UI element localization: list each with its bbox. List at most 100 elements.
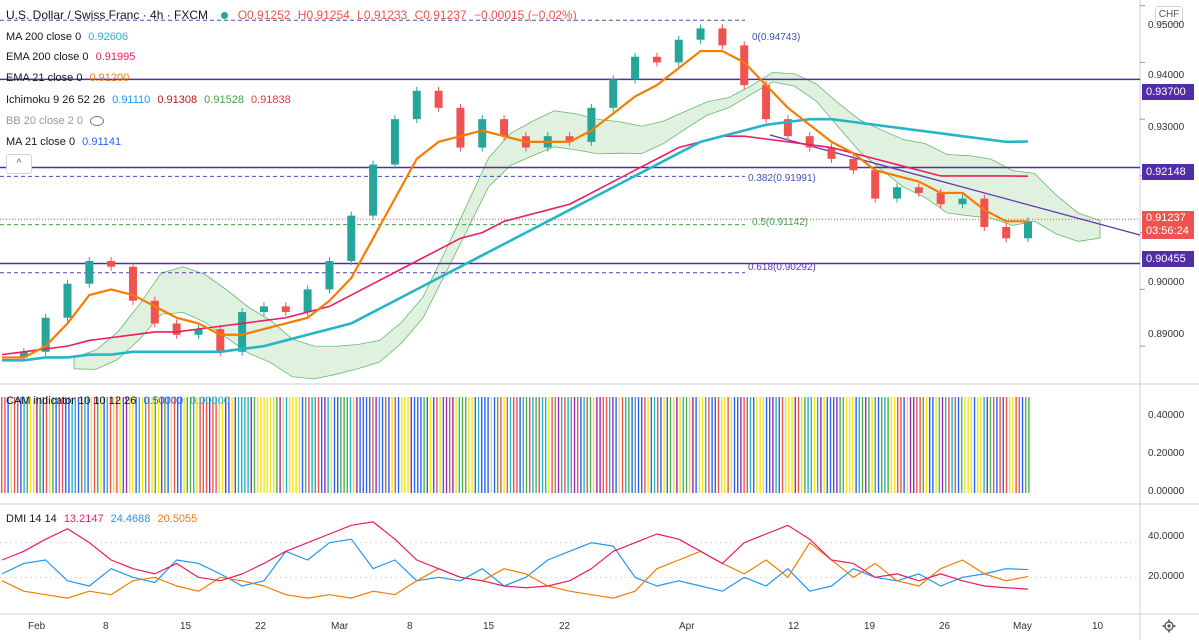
cam-bar: [324, 397, 326, 493]
cam-bar: [922, 397, 924, 493]
cam-bar: [993, 397, 995, 493]
cam-bar: [769, 397, 771, 493]
cam-bar: [804, 397, 806, 493]
cam-bar: [612, 397, 614, 493]
indicator-legend-ma21[interactable]: MA 21 close 0 0.91141: [6, 135, 125, 149]
cam-bar: [980, 397, 982, 493]
cam-bar: [881, 397, 883, 493]
dmi-legend[interactable]: DMI 14 14 13.2147 24.4688 20.5055: [6, 512, 201, 526]
time-axis-label: 8: [407, 621, 413, 632]
cam-bar: [884, 397, 886, 493]
cam-bar: [778, 397, 780, 493]
cam-bar: [468, 397, 470, 493]
cam-bar: [77, 397, 80, 493]
cam-bar: [269, 397, 272, 493]
cam-bar: [663, 397, 665, 493]
cam-bar: [1002, 397, 1004, 493]
cam-bar: [445, 397, 448, 493]
cam-bar: [820, 397, 822, 493]
cam-bar: [733, 397, 736, 493]
cam-bar: [106, 397, 108, 493]
cam-bar: [177, 397, 179, 493]
cam-bar: [391, 397, 393, 493]
cam-bar: [637, 397, 640, 493]
cam-bar: [52, 397, 54, 493]
indicator-legend-ma200[interactable]: MA 200 close 0 0.92606: [6, 30, 132, 44]
cam-bar: [874, 397, 876, 493]
cam-bar: [823, 397, 825, 493]
cam-bar: [791, 397, 793, 493]
cam-legend[interactable]: CAM indicator 10 10 12 26 0.50000 0.0000…: [6, 394, 234, 408]
cam-bar: [311, 397, 313, 493]
cam-bar: [426, 397, 428, 493]
cam-bar: [209, 397, 211, 493]
cam-bar: [743, 397, 745, 493]
cam-bar: [916, 397, 918, 493]
cam-bar: [298, 397, 300, 493]
cam-bar: [695, 397, 697, 493]
cam-bar: [1005, 397, 1008, 493]
cam-bar: [775, 397, 777, 493]
cam-bar: [1028, 397, 1030, 493]
indicator-legend-bb[interactable]: BB 20 close 2 0: [6, 114, 108, 128]
cam-bar: [989, 397, 992, 493]
cam-bar: [180, 397, 182, 493]
cam-bar: [138, 397, 140, 493]
cam-bar: [689, 397, 691, 493]
hidden-eye-icon[interactable]: [90, 116, 105, 127]
cam-bar: [845, 397, 848, 493]
cam-bar: [749, 397, 752, 493]
time-axis-label: 22: [559, 621, 571, 632]
currency-button[interactable]: CHF: [1155, 6, 1183, 24]
cam-bar: [935, 397, 937, 493]
cam-bar: [801, 397, 803, 493]
cam-bar: [33, 397, 35, 493]
cam-bar: [685, 397, 688, 493]
cam-bar: [87, 397, 89, 493]
cam-bar: [97, 397, 99, 493]
cam-bar: [580, 397, 582, 493]
cam-bar: [455, 397, 457, 493]
indicator-name: BB 20 close 2 0: [6, 115, 84, 127]
cam-bar: [167, 397, 169, 493]
cam-bar: [45, 397, 48, 493]
cam-bar: [909, 397, 912, 493]
cam-bar: [721, 397, 723, 493]
cam-bar: [90, 397, 92, 493]
cam-bar: [378, 397, 380, 493]
cam-bar: [1, 397, 3, 493]
cam-bar: [577, 397, 579, 493]
time-axis-label: Mar: [331, 621, 349, 632]
cam-bar: [717, 397, 720, 493]
indicator-value: 20.5055: [157, 513, 198, 525]
cam-bar: [807, 397, 809, 493]
indicator-value: 13.2147: [63, 513, 104, 525]
cam-bar: [666, 397, 668, 493]
cam-bar: [913, 397, 915, 493]
cam-bar: [215, 397, 217, 493]
time-axis-label: 8: [103, 621, 109, 632]
cam-bar: [602, 397, 604, 493]
indicator-legend-ema200[interactable]: EMA 200 close 0 0.91995: [6, 50, 139, 64]
gear-icon[interactable]: [1162, 619, 1176, 633]
cam-bar: [986, 397, 988, 493]
cam-bar: [679, 397, 681, 493]
cam-bar: [109, 397, 112, 493]
indicator-legend-ichimoku[interactable]: Ichimoku 9 26 52 26 0.91110 0.91308 0.91…: [6, 93, 295, 107]
cam-bar: [589, 397, 592, 493]
cam-tick: 0.40000: [1148, 410, 1185, 421]
indicator-legend-ema21[interactable]: EMA 21 close 0 0.91200: [6, 71, 133, 85]
cam-bar: [285, 397, 288, 493]
cam-bar: [221, 397, 224, 493]
cam-bar: [941, 397, 944, 493]
cam-bar: [641, 397, 643, 493]
cam-bar: [218, 397, 220, 493]
cam-bar: [925, 397, 928, 493]
indicator-value: 0.91141: [82, 136, 122, 148]
cam-bar: [321, 397, 323, 493]
cam-bar: [983, 397, 985, 493]
collapse-legend-button[interactable]: ^: [6, 154, 32, 174]
cam-bar: [669, 397, 672, 493]
cam-bar: [554, 397, 556, 493]
